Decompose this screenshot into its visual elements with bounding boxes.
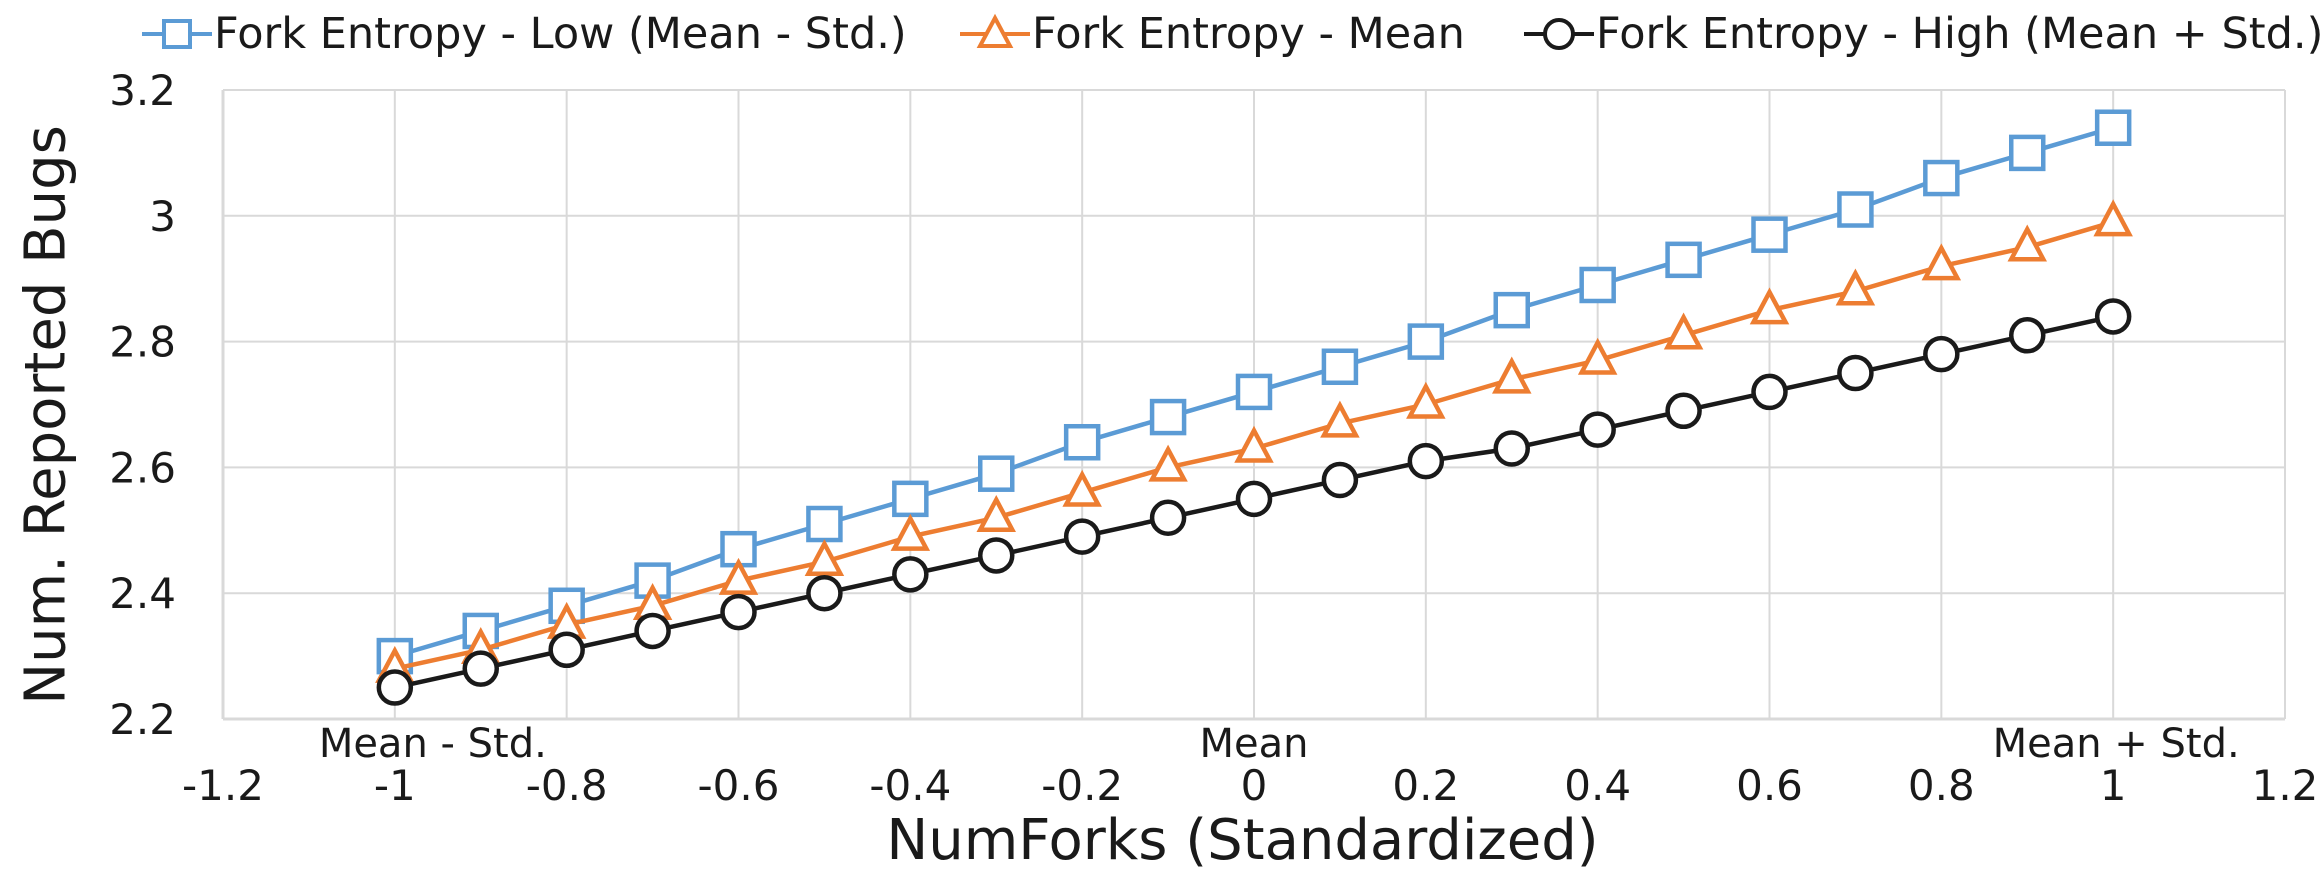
y-tick-label: 2.8	[109, 318, 176, 367]
x-tick-label: -0.4	[869, 761, 951, 810]
data-point-square	[1751, 216, 1788, 253]
data-point-circle	[1235, 480, 1273, 518]
series-0	[376, 109, 2132, 675]
data-point-triangle	[1921, 243, 1962, 281]
x-tick-label: -1.2	[182, 761, 264, 810]
data-point-triangle	[1663, 312, 1704, 350]
legend-item-low: Fork Entropy - Low (Mean - Std.)	[140, 6, 907, 62]
y-tick-label: 2.6	[109, 443, 176, 492]
data-point-circle	[892, 556, 929, 593]
data-point-square	[1321, 348, 1359, 386]
x-axis-title-text: NumForks (Standardized)	[886, 808, 1599, 873]
data-point-circle	[978, 537, 1015, 574]
x-tick-label: -0.8	[526, 761, 608, 810]
chart-legend: Fork Entropy - Low (Mean - Std.) Fork En…	[0, 0, 2323, 70]
data-point-square	[1407, 323, 1445, 360]
legend-label-mean: Fork Entropy - Mean	[1032, 9, 1465, 59]
legend-circle-marker-icon	[1524, 18, 1594, 50]
data-point-triangle	[804, 538, 845, 576]
data-point-square	[2094, 109, 2132, 146]
tick-labels: -1.2 -1 -0.8 -0.6 -0.4 -0.2 0 0.2 0.4 0.6 0.8 1 1.2 2…	[109, 66, 2318, 810]
data-point-triangle	[1835, 268, 1876, 306]
data-point-circle	[806, 574, 843, 612]
series	[375, 109, 2133, 706]
data-point-circle	[1063, 518, 1101, 555]
y-tick-label: 3	[149, 192, 176, 241]
data-point-circle	[1665, 392, 1702, 430]
data-point-triangle	[890, 513, 931, 551]
data-point-circle	[1149, 499, 1187, 536]
legend-item-high: Fork Entropy - High (Mean + Std.)	[1522, 6, 2323, 62]
x-tick-label: 1	[2100, 761, 2127, 810]
data-point-triangle	[976, 494, 1017, 532]
data-point-circle	[1493, 430, 1530, 467]
data-point-circle	[1407, 442, 1445, 480]
x-tick-label: 0.6	[1736, 761, 1803, 810]
series-2	[376, 298, 2132, 706]
data-point-triangle	[1406, 381, 1446, 419]
data-point-square	[1063, 423, 1101, 461]
x-tick-label: 0.8	[1908, 761, 1975, 810]
data-point-triangle	[718, 557, 759, 595]
data-point-triangle	[1492, 356, 1532, 394]
x-tick-label: 0	[1241, 761, 1268, 810]
data-point-triangle	[1577, 337, 1618, 375]
data-point-triangle	[1062, 469, 1102, 507]
y-tick-label: 2.2	[109, 695, 176, 744]
data-point-triangle	[1749, 287, 1790, 325]
y-tick-label: 3.2	[109, 66, 176, 115]
data-point-circle	[548, 631, 585, 669]
annotation-label: Mean	[1200, 721, 1309, 767]
data-point-triangle	[1234, 425, 1274, 463]
data-point-circle	[634, 612, 671, 650]
data-point-circle	[376, 669, 414, 706]
y-tick-label: 2.4	[109, 569, 176, 618]
annotations: Mean - Std. Mean Mean + Std.	[319, 721, 2240, 767]
annotation-label: Mean + Std.	[1993, 721, 2240, 767]
data-point-circle	[1923, 335, 1960, 373]
y-axis-title: Num. Reported Bugs	[6, 125, 86, 705]
legend-label-high: Fork Entropy - High (Mean + Std.)	[1596, 9, 2323, 59]
x-tick-label: -0.6	[698, 761, 780, 810]
x-tick-label: 0.4	[1564, 761, 1631, 810]
data-point-circle	[1321, 461, 1359, 499]
x-tick-label: -0.2	[1041, 761, 1123, 810]
data-point-circle	[1579, 411, 1616, 448]
data-point-triangle	[2007, 224, 2047, 262]
data-point-square	[892, 480, 929, 518]
data-point-square	[1665, 241, 1702, 279]
x-tick-label: 0.2	[1392, 761, 1459, 810]
x-tick-label: 1.2	[2252, 761, 2319, 810]
data-point-square	[1235, 373, 1273, 411]
x-axis-title: NumForks (Standardized)	[0, 808, 2323, 873]
data-point-triangle	[2093, 199, 2133, 237]
legend-label-low: Fork Entropy - Low (Mean - Std.)	[214, 9, 907, 59]
data-point-circle	[1837, 354, 1874, 392]
data-point-square	[978, 455, 1015, 492]
data-point-square	[1579, 266, 1616, 304]
legend-triangle-marker-icon	[960, 13, 1030, 48]
x-tick-label: -1	[374, 761, 416, 810]
data-point-circle	[1751, 373, 1788, 411]
data-point-square	[806, 505, 843, 543]
data-point-triangle	[1148, 444, 1188, 482]
data-point-circle	[2094, 298, 2132, 335]
data-point-circle	[720, 593, 757, 631]
data-point-square	[1149, 398, 1187, 436]
legend-square-marker-icon	[142, 19, 212, 49]
data-point-triangle	[1320, 400, 1360, 438]
axes	[221, 90, 2285, 721]
data-point-circle	[462, 650, 499, 687]
y-axis-title-text: Num. Reported Bugs	[13, 125, 79, 705]
data-point-circle	[2009, 317, 2046, 354]
data-point-square	[1837, 191, 1874, 228]
legend-item-mean: Fork Entropy - Mean	[958, 6, 1465, 62]
data-point-square	[1923, 159, 1960, 197]
annotation-label: Mean - Std.	[319, 721, 547, 767]
data-point-square	[1493, 291, 1530, 329]
data-point-square	[2009, 134, 2046, 172]
